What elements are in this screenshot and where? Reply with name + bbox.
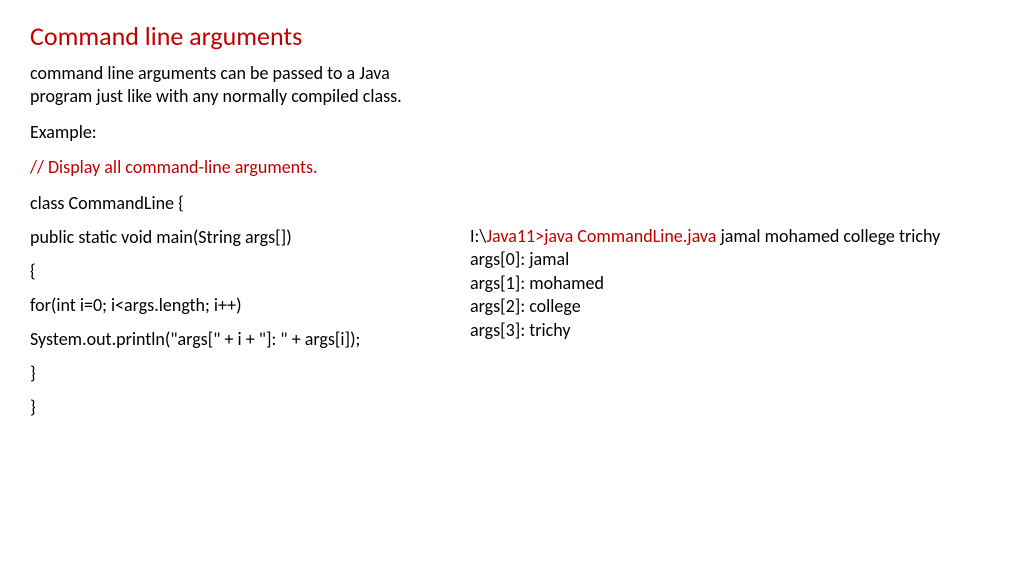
code-line-5: System.out.println("args[" + i + "]: " +… <box>30 328 450 350</box>
page-title: Command line arguments <box>30 20 994 52</box>
prompt-prefix: I:\ <box>470 225 486 247</box>
code-line-2: public static void main(String args[]) <box>30 226 450 248</box>
output-line-4: args[3]: trichy <box>470 319 1000 342</box>
code-line-4: for(int i=0; i<args.length; i++) <box>30 294 450 316</box>
prompt-command: Java11>java CommandLine.java <box>486 225 716 247</box>
example-label: Example: <box>30 121 450 144</box>
code-comment: // Display all command-line arguments. <box>30 156 450 179</box>
code-line-6: } <box>30 362 450 384</box>
code-line-7: } <box>30 396 450 418</box>
output-prompt: I:\Java11>java CommandLine.java jamal mo… <box>470 225 1000 248</box>
left-column: command line arguments can be passed to … <box>30 62 450 430</box>
output-line-1: args[0]: jamal <box>470 248 1000 271</box>
prompt-args: jamal mohamed college trichy <box>716 225 940 247</box>
output-line-2: args[1]: mohamed <box>470 272 1000 295</box>
output-column: I:\Java11>java CommandLine.java jamal mo… <box>470 225 1000 342</box>
code-line-1: class CommandLine { <box>30 192 450 214</box>
description-text: command line arguments can be passed to … <box>30 62 450 109</box>
code-line-3: { <box>30 260 450 282</box>
output-line-3: args[2]: college <box>470 295 1000 318</box>
